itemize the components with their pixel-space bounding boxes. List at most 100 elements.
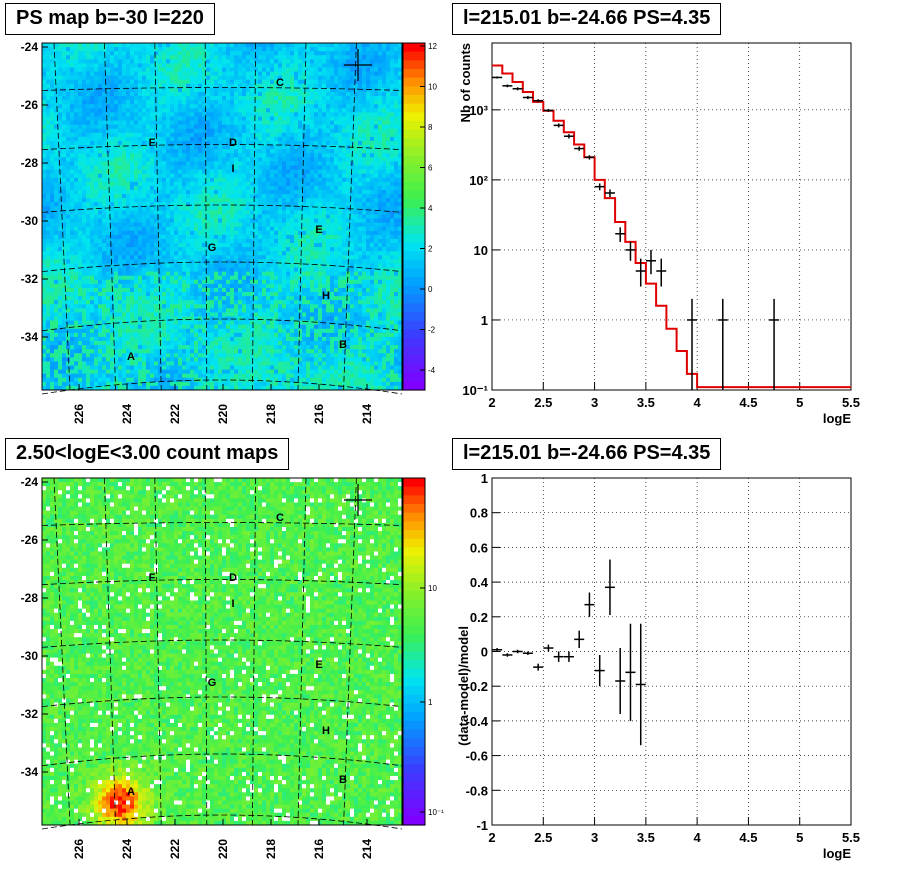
heatmap-cell xyxy=(298,140,303,146)
heatmap-cell xyxy=(62,153,67,158)
heatmap-cell xyxy=(90,202,95,207)
heatmap-cell xyxy=(186,67,191,73)
heatmap-cell xyxy=(294,132,299,138)
heatmap-cell xyxy=(334,145,339,150)
heatmap-cell xyxy=(130,189,135,195)
heatmap-cell xyxy=(322,140,327,146)
heatmap-cell xyxy=(162,71,167,77)
heatmap-cell xyxy=(286,222,291,228)
heatmap-cell xyxy=(258,71,263,77)
heatmap-cell xyxy=(198,173,203,179)
heatmap-cell xyxy=(322,128,327,134)
heatmap-cell xyxy=(182,136,187,142)
heatmap-cell xyxy=(326,145,331,150)
heatmap-cell xyxy=(310,194,315,199)
heatmap-cell xyxy=(46,71,51,77)
heatmap-cell xyxy=(314,161,319,166)
heatmap-cell xyxy=(282,124,287,130)
heatmap-cell xyxy=(114,210,119,215)
heatmap-cell xyxy=(90,136,95,142)
heatmap-cell xyxy=(362,157,367,162)
heatmap-cell xyxy=(142,136,147,142)
heatmap-cell xyxy=(342,112,347,117)
heatmap-cell xyxy=(218,43,223,48)
heatmap-cell xyxy=(82,234,87,240)
heatmap-cell xyxy=(374,222,379,228)
heatmap-cell xyxy=(354,247,359,252)
heatmap-cell xyxy=(186,112,191,117)
heatmap-cell xyxy=(42,230,47,236)
heatmap-cell xyxy=(170,243,175,248)
heatmap-cell xyxy=(386,247,391,252)
heatmap-cell xyxy=(266,132,271,138)
heatmap-cell xyxy=(98,59,103,64)
heatmap-cell xyxy=(102,251,107,256)
heatmap-cell xyxy=(274,43,279,48)
heatmap-cell xyxy=(90,51,95,56)
heatmap-cell xyxy=(294,194,299,199)
heatmap-cell xyxy=(46,83,51,89)
heatmap-cell xyxy=(302,161,307,166)
heatmap-cell xyxy=(230,165,235,171)
heatmap-cell xyxy=(270,112,275,117)
heatmap-cell xyxy=(358,120,363,126)
heatmap-cell xyxy=(150,206,155,211)
heatmap-cell xyxy=(178,128,183,134)
heatmap-cell xyxy=(246,210,251,215)
heatmap-cell xyxy=(86,75,91,81)
heatmap-cell xyxy=(306,91,311,97)
heatmap-cell xyxy=(386,116,391,122)
heatmap-cell xyxy=(106,145,111,150)
heatmap-cell xyxy=(178,214,183,220)
heatmap-cell xyxy=(322,149,327,154)
heatmap-cell xyxy=(326,140,331,146)
heatmap-cell xyxy=(358,222,363,228)
heatmap-cell xyxy=(278,259,283,264)
heatmap-cell xyxy=(210,149,215,154)
heatmap-cell xyxy=(118,251,123,256)
heatmap-cell xyxy=(306,263,311,269)
heatmap-cell xyxy=(298,218,303,224)
heatmap-cell xyxy=(70,214,75,220)
heatmap-cell xyxy=(302,173,307,179)
heatmap-cell xyxy=(350,96,355,101)
heatmap-cell xyxy=(346,136,351,142)
heatmap-cell xyxy=(118,79,123,85)
heatmap-cell xyxy=(126,100,131,105)
heatmap-cell xyxy=(114,87,119,93)
heatmap-cell xyxy=(98,251,103,256)
heatmap-cell xyxy=(266,247,271,252)
heatmap-cell xyxy=(350,169,355,175)
heatmap-cell xyxy=(126,267,131,273)
heatmap-cell xyxy=(78,63,83,68)
heatmap-cell xyxy=(274,145,279,150)
heatmap-cell xyxy=(186,165,191,171)
heatmap-cell xyxy=(278,55,283,60)
heatmap-cell xyxy=(138,112,143,117)
heatmap-cell xyxy=(46,194,51,199)
heatmap-cell xyxy=(266,177,271,183)
heatmap-cell xyxy=(206,91,211,97)
heatmap-cell xyxy=(86,71,91,77)
heatmap-cell xyxy=(314,243,319,248)
heatmap-cell xyxy=(266,153,271,158)
heatmap-cell xyxy=(274,218,279,224)
heatmap-cell xyxy=(214,238,219,244)
heatmap-cell xyxy=(234,251,239,256)
heatmap-cell xyxy=(298,59,303,64)
heatmap-cell xyxy=(242,51,247,56)
heatmap-cell xyxy=(210,104,215,109)
heatmap-cell xyxy=(294,173,299,179)
heatmap-cell xyxy=(106,243,111,248)
heatmap-cell xyxy=(174,243,179,248)
heatmap-cell xyxy=(294,218,299,224)
heatmap-cell xyxy=(202,198,207,203)
heatmap-cell xyxy=(342,116,347,122)
heatmap-cell xyxy=(118,63,123,68)
heatmap-cell xyxy=(150,132,155,138)
heatmap-cell xyxy=(294,210,299,215)
heatmap-cell xyxy=(74,230,79,236)
heatmap-cell xyxy=(182,243,187,248)
heatmap-cell xyxy=(222,96,227,101)
